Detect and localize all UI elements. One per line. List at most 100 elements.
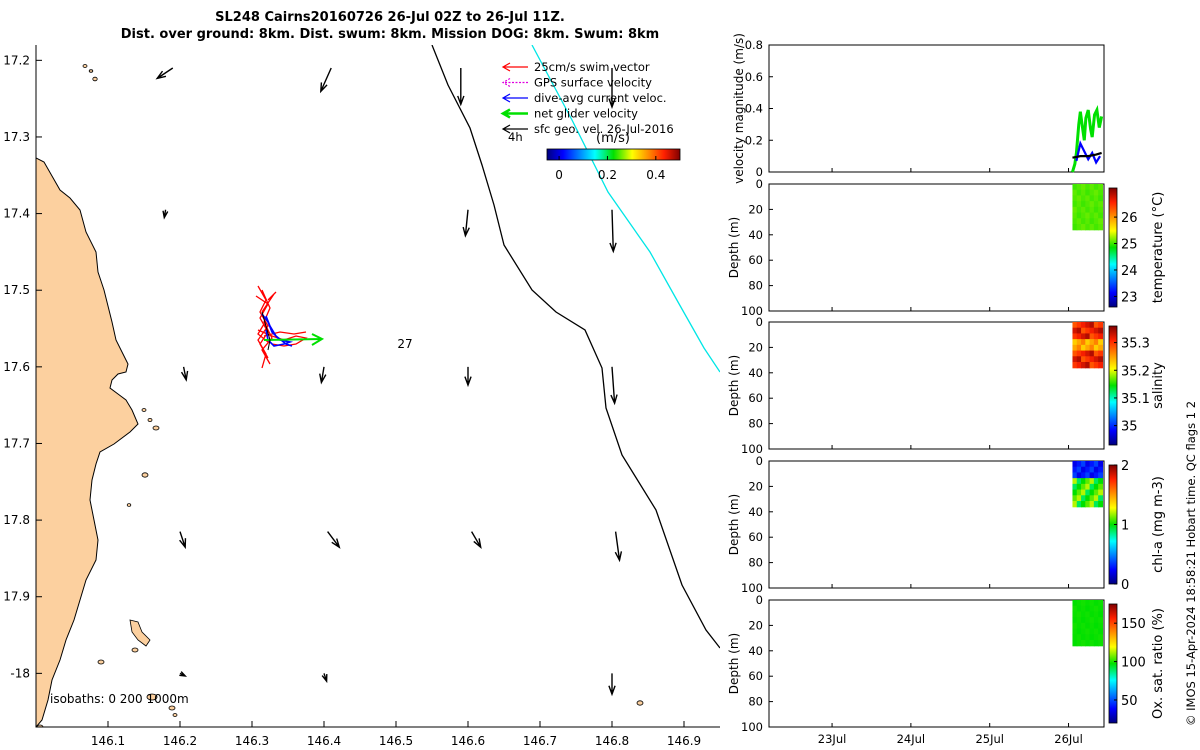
geo-velocity-arrow (470, 531, 482, 549)
heatmap-cell (1085, 605, 1091, 613)
panel-y-tick-label: 100 (741, 442, 763, 456)
heatmap-cell (1072, 333, 1078, 340)
heatmap-cell (1081, 466, 1086, 474)
credit-line: © IMOS 15-Apr-2024 18:58:21 Hobart time.… (1184, 400, 1198, 726)
colorbar-tick-label: 0 (1121, 578, 1129, 593)
heatmap-cell (1098, 489, 1104, 496)
map-y-ticks: 17.2 17.3 17.4 17.5 17.6 17.7 17.8 17.9 -18 (3, 53, 42, 680)
heatmap-cell (1076, 339, 1082, 346)
panel-salinity: 0 20 40 60 80 100 Depth (m) 35 35.1 35.2 35.3salin… (727, 315, 1166, 456)
heatmap-cell (1072, 184, 1078, 191)
geo-velocity-arrow (179, 531, 187, 550)
panel-y-label: Depth (m) (727, 217, 741, 278)
heatmap-cell (1093, 628, 1099, 635)
heatmap-cell (1089, 224, 1095, 231)
heatmap-cell (1089, 622, 1095, 630)
heatmap-cell (1089, 344, 1095, 352)
heatmap-cell (1085, 184, 1091, 191)
isobath-200m (431, 45, 720, 649)
map-x-tick-label: 146.1 (91, 734, 125, 748)
colorbar-tick-label: 24 (1121, 264, 1138, 279)
heatmap-cell (1098, 322, 1104, 329)
geo-velocity-arrow (614, 531, 623, 563)
heatmap-cell (1089, 322, 1095, 329)
heatmap-cell (1093, 344, 1099, 352)
heatmap-cell (1072, 466, 1078, 474)
panel-axes-box (768, 44, 1105, 173)
heatmap-cell (1093, 466, 1099, 474)
heatmap-cell (1093, 333, 1099, 340)
heatmap-cell (1093, 622, 1099, 630)
colorbar-tick-label: 25 (1121, 238, 1138, 253)
heatmap-cell (1098, 333, 1104, 340)
colorbar-label: temperature (°C) (1151, 192, 1166, 304)
heatmap-cell (1081, 344, 1086, 352)
glider-track (255, 285, 325, 369)
heatmap-cell (1072, 634, 1078, 641)
heatmap-cell (1098, 339, 1104, 346)
panel-y-tick-label: 60 (748, 253, 763, 267)
legend-label: sfc geo. vel. 26-Jul-2016 (534, 122, 674, 136)
panel-y-tick-label: 100 (741, 581, 763, 595)
heatmap-cell (1072, 218, 1078, 225)
heatmap-cell (1081, 622, 1086, 630)
heatmap-cell (1072, 489, 1078, 496)
heatmap-cell (1093, 478, 1099, 485)
heatmap-cell (1076, 189, 1082, 197)
heatmap-cell (1072, 617, 1078, 624)
panel-axes-box (768, 599, 1105, 728)
heatmap-cell (1098, 478, 1104, 485)
heatmap-cell (1081, 634, 1086, 641)
swim-vector-cluster (255, 285, 308, 369)
heatmap-cell (1081, 600, 1086, 607)
panel-x-tick-label: 26Jul (1054, 732, 1083, 746)
panel-y-tick-label: 20 (748, 202, 763, 216)
geo-velocity-arrow (155, 67, 174, 80)
panel-colorbar (1108, 187, 1118, 308)
geo-velocity-arrow (319, 366, 327, 385)
heatmap-cell (1081, 218, 1086, 225)
heatmap-cell (1076, 489, 1082, 496)
isobath-label: isobaths: 0 200 1000m (50, 692, 189, 706)
panel-y-tick-label: 20 (748, 479, 763, 493)
panel-y-tick-label: 0 (756, 165, 763, 179)
geo-velocity-arrows (155, 67, 623, 697)
heatmap-cell (1072, 478, 1078, 485)
heatmap-cell (1098, 483, 1104, 491)
heatmap-cell (1076, 212, 1082, 219)
heatmap-cell (1081, 628, 1086, 635)
panel-x-tick-label: 24Jul (897, 732, 926, 746)
heatmap-cell (1081, 189, 1086, 197)
heatmap-cell (1085, 600, 1091, 607)
legend-duration: 4h (508, 130, 523, 144)
heatmap-cell (1072, 501, 1078, 508)
heatmap-cell (1098, 362, 1104, 369)
heatmap-cell (1081, 362, 1086, 369)
map-y-tick-label: 17.9 (3, 590, 30, 604)
map-axes (35, 45, 720, 728)
legend-arrow (501, 77, 528, 88)
heatmap-cell (1072, 622, 1078, 630)
heatmap-cell (1085, 461, 1091, 468)
legend-label: 25cm/s swim vector (534, 60, 650, 74)
heatmap-cell (1085, 350, 1091, 357)
heatmap-cell (1093, 362, 1099, 369)
heatmap-cell (1089, 201, 1095, 208)
legend-label: dive-avg current veloc. (534, 91, 667, 105)
legend-arrow (501, 93, 528, 103)
heatmap-cell (1072, 195, 1078, 202)
colorbar-tick-label: 23 (1121, 290, 1138, 305)
heatmap-cell (1072, 327, 1078, 335)
heatmap-cell (1072, 461, 1078, 468)
heatmap-cell (1076, 322, 1082, 329)
heatmap-cell (1089, 327, 1095, 335)
legend-arrow (501, 62, 528, 72)
map-x-tick-label: 146.9 (667, 734, 701, 748)
panel-temperature: 0 20 40 60 80 100 Depth (m) 23 24 25 26 temperature… (727, 177, 1166, 318)
panel-y-label: Depth (m) (727, 633, 741, 694)
heatmap-cell (1072, 611, 1078, 618)
heatmap-cell (1076, 327, 1082, 335)
panel-y-tick-label: 60 (748, 391, 763, 405)
